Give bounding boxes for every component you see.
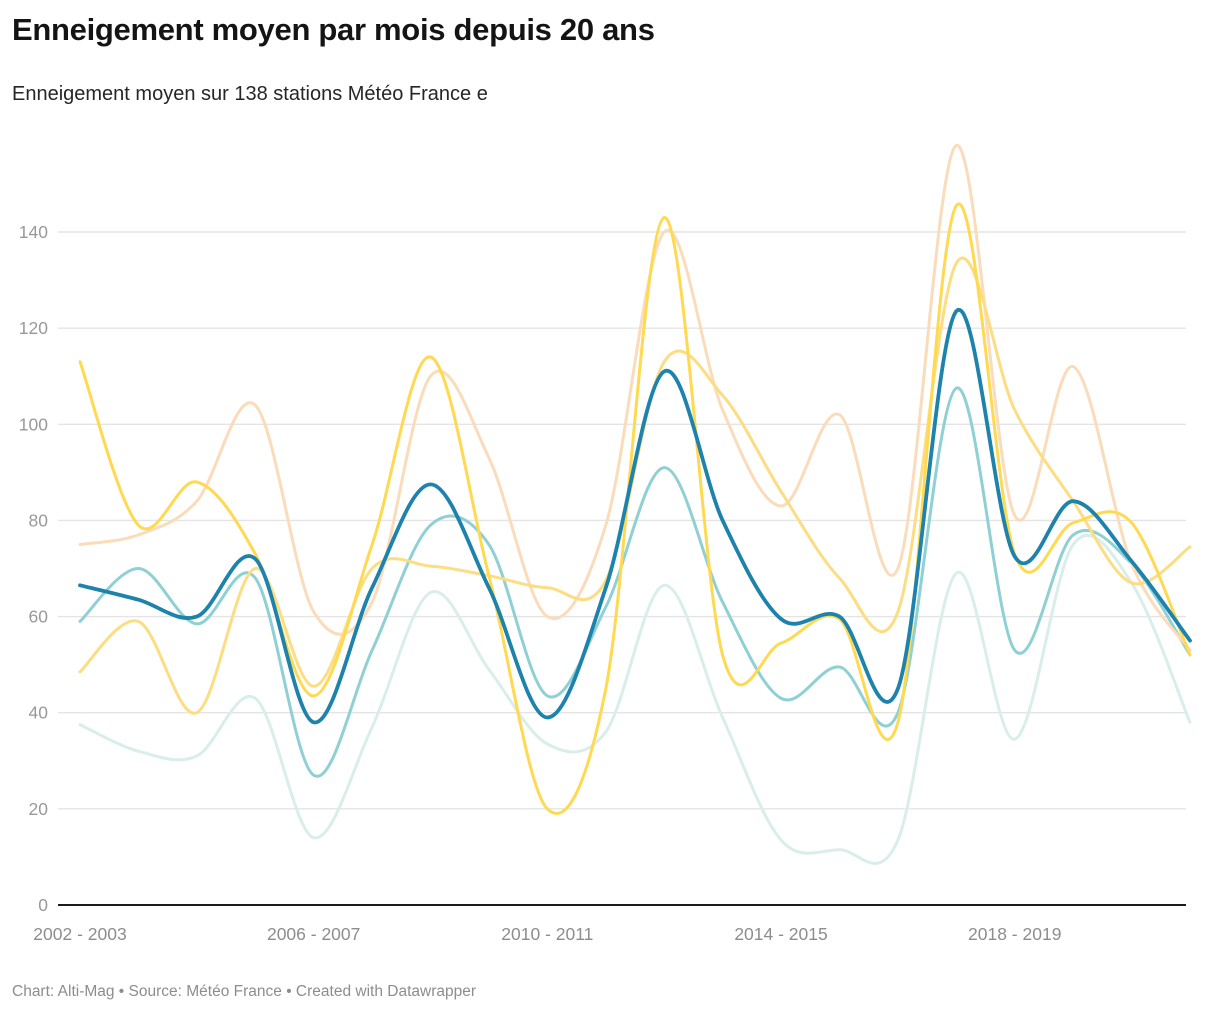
line-series-pale-yellow	[78, 256, 1192, 715]
line-series-bright-yellow	[78, 202, 1192, 815]
line-series-teal	[78, 386, 1192, 778]
y-tick-label-80: 80	[29, 510, 49, 530]
x-tick-label: 2006 - 2007	[267, 924, 360, 944]
y-tick-label-120: 120	[19, 318, 48, 338]
y-tick-label-20: 20	[29, 799, 49, 819]
x-tick-label: 2010 - 2011	[501, 924, 593, 944]
grid-and-y-axis: 0 20 40 60 80 100 120 140	[19, 222, 1186, 915]
y-tick-label-140: 140	[19, 222, 48, 242]
chart-title: Enneigement moyen par mois depuis 20 ans	[12, 12, 655, 47]
line-series-dark-blue	[78, 308, 1192, 725]
series-lines	[78, 143, 1192, 865]
x-tick-label: 2018 - 2019	[968, 924, 1061, 944]
x-tick-label: 2002 - 2003	[33, 924, 126, 944]
y-tick-label-100: 100	[19, 414, 48, 434]
chart-footer-attribution: Chart: Alti-Mag • Source: Météo France •…	[12, 983, 476, 1000]
x-axis-labels: 2002 - 2003 2006 - 2007 2010 - 2011 2014 - …	[33, 924, 1061, 944]
y-tick-label-0: 0	[38, 895, 48, 915]
y-tick-label-60: 60	[29, 607, 49, 627]
line-series-peach	[78, 143, 1192, 652]
line-series-mint	[78, 533, 1192, 865]
y-tick-label-40: 40	[29, 703, 49, 723]
chart-subtitle: Enneigement moyen sur 138 stations Météo…	[12, 83, 488, 105]
x-tick-label: 2014 - 2015	[734, 924, 827, 944]
